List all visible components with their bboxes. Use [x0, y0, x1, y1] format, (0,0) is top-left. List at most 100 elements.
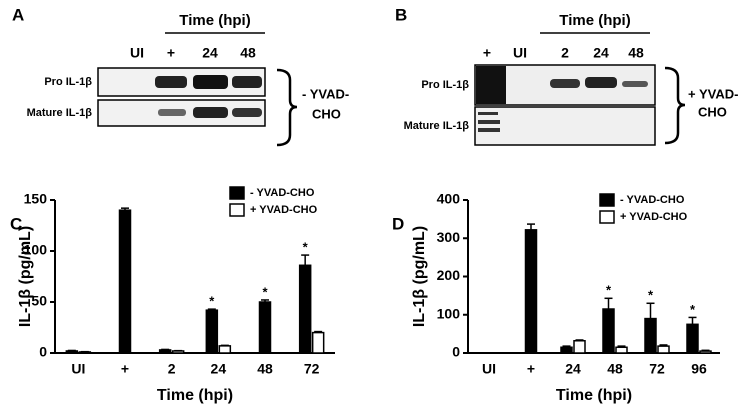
significance-mark: * [606, 283, 612, 298]
panel-label: D [392, 214, 404, 233]
lane-label: + [167, 45, 175, 61]
lane-label: 24 [593, 45, 609, 61]
x-tick-label: 2 [168, 361, 176, 377]
row-label: Mature IL-1β [404, 120, 470, 132]
bar [258, 301, 272, 354]
bar [644, 317, 657, 354]
y-tick-label: 200 [437, 267, 461, 283]
panel-label: A [12, 5, 24, 24]
treatment-label: + YVAD- [688, 86, 738, 101]
y-tick-label: 50 [31, 293, 47, 309]
treatment-label: CHO [698, 104, 727, 119]
bar [205, 309, 219, 354]
lane-label: 48 [628, 45, 644, 61]
row-label: Mature IL-1β [27, 107, 93, 119]
row-label: Pro IL-1β [421, 79, 469, 91]
band [476, 66, 506, 104]
bar [686, 323, 699, 354]
bar [560, 346, 573, 354]
x-tick-label: UI [71, 361, 85, 377]
bar [311, 331, 325, 354]
y-tick-label: 0 [39, 344, 47, 360]
bar [171, 350, 185, 354]
lane-label: 48 [240, 45, 256, 61]
bracket [276, 68, 298, 147]
bar [65, 350, 79, 354]
significance-mark: * [690, 302, 696, 317]
band [193, 75, 228, 89]
band [478, 120, 500, 124]
x-axis-title: Time (hpi) [556, 387, 632, 404]
band [622, 81, 648, 87]
x-tick-label: 48 [257, 361, 273, 377]
lane-label: UI [513, 45, 527, 61]
blot-header: Time (hpi) [559, 12, 630, 29]
lane-label: + [483, 45, 491, 61]
bar [699, 350, 712, 354]
y-axis-title: IL-1β (pg/mL) [17, 226, 34, 327]
bracket [664, 66, 686, 145]
significance-mark: * [303, 240, 309, 255]
legend-swatch [229, 186, 245, 200]
blot-frame [474, 106, 656, 146]
blot-header: Time (hpi) [179, 12, 250, 29]
x-tick-label: 72 [304, 361, 320, 377]
x-tick-label: 48 [607, 361, 623, 377]
bar [118, 209, 132, 354]
x-axis-title: Time (hpi) [157, 387, 233, 404]
significance-mark: * [262, 284, 268, 299]
bar [158, 349, 172, 354]
x-tick-label: 96 [691, 361, 707, 377]
x-tick-label: + [121, 361, 129, 377]
y-axis-title: IL-1β (pg/mL) [411, 226, 428, 327]
blot-b [474, 32, 686, 146]
y-tick-label: 100 [437, 305, 461, 321]
treatment-label: CHO [312, 106, 341, 121]
bar [615, 346, 628, 354]
band [585, 77, 617, 88]
row-label: Pro IL-1β [44, 76, 92, 88]
x-tick-label: 24 [211, 361, 227, 377]
legend-label: + YVAD-CHO [250, 204, 318, 216]
legend-label: - YVAD-CHO [250, 187, 315, 199]
legend-swatch [599, 210, 615, 224]
bar [602, 308, 615, 354]
x-tick-label: 24 [565, 361, 581, 377]
legend-label: + YVAD-CHO [620, 211, 688, 223]
panel-label: C [10, 214, 22, 233]
bar [657, 345, 670, 354]
band [550, 79, 580, 88]
band [155, 76, 187, 88]
x-tick-label: UI [482, 361, 496, 377]
bar [524, 229, 538, 354]
y-tick-label: 400 [437, 191, 461, 207]
band [158, 109, 186, 116]
lane-label: 2 [561, 45, 569, 61]
y-tick-label: 150 [24, 191, 48, 207]
panel-label: B [395, 5, 407, 24]
y-tick-label: 100 [24, 242, 48, 258]
y-tick-label: 0 [452, 344, 460, 360]
x-tick-label: + [527, 361, 535, 377]
significance-mark: * [648, 288, 654, 303]
bar [298, 264, 312, 354]
x-tick-label: 72 [649, 361, 665, 377]
y-tick-label: 300 [437, 229, 461, 245]
lane-label: UI [130, 45, 144, 61]
band [478, 128, 500, 132]
treatment-label: - YVAD- [302, 86, 349, 101]
significance-mark: * [209, 294, 215, 309]
legend-swatch [229, 203, 245, 217]
legend-swatch [599, 193, 615, 207]
band [193, 107, 228, 118]
bar [573, 340, 586, 354]
band [232, 76, 262, 88]
bar [218, 345, 232, 354]
legend-label: - YVAD-CHO [620, 194, 685, 206]
lane-label: 24 [202, 45, 218, 61]
blot-a [97, 32, 298, 147]
bar [78, 351, 92, 354]
band [478, 112, 498, 115]
